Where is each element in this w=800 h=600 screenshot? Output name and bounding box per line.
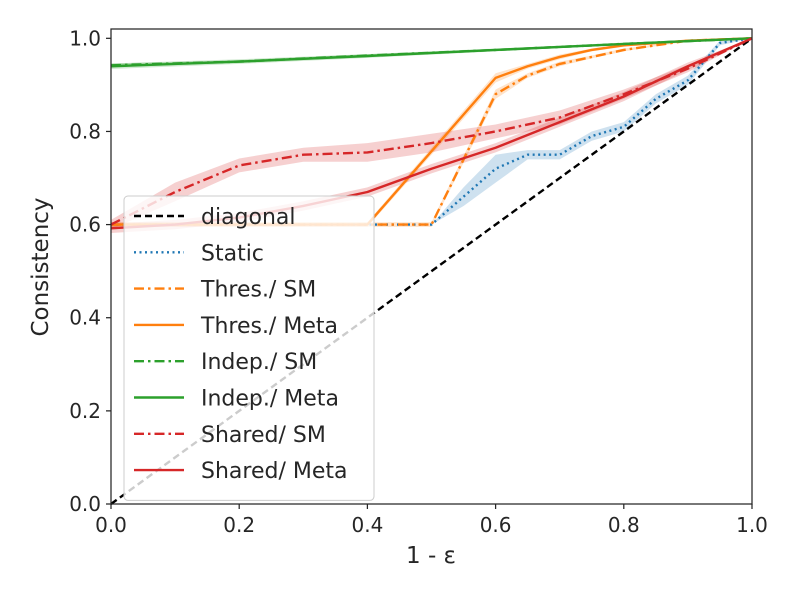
y-tick-label: 1.0 — [69, 26, 101, 50]
y-axis-ticks: 0.0 0.2 0.4 0.6 0.8 1.0 — [69, 26, 111, 516]
x-tick-label: 0.0 — [95, 513, 127, 537]
y-tick-label: 0.4 — [69, 306, 101, 330]
plot-frame — [110, 28, 753, 505]
x-tick-label: 1.0 — [736, 513, 768, 537]
series-line-static — [111, 37, 753, 226]
band-shared-sm — [111, 38, 752, 230]
legend-box — [123, 195, 375, 501]
y-tick-label: 0.8 — [69, 119, 101, 143]
legend-label-static: Static — [201, 241, 264, 266]
x-tick-label: 0.6 — [480, 513, 512, 537]
y-tick-label: 0.0 — [69, 492, 101, 516]
y-axis-label: Consistency — [28, 197, 54, 336]
x-tick-label: 0.4 — [351, 513, 383, 537]
y-tick-label: 0.6 — [69, 213, 101, 237]
x-axis-label: 1 - ε — [406, 543, 456, 569]
x-tick-label: 0.8 — [608, 513, 640, 537]
legend-label-thres-sm: Thres./ SM — [200, 278, 316, 303]
x-axis-ticks: 0.0 0.2 0.4 0.6 0.8 1.0 — [95, 504, 768, 537]
legend-label-indep-meta: Indep./ Meta — [201, 387, 339, 412]
x-tick-label: 0.2 — [223, 513, 255, 537]
legend-label-shared-meta: Shared/ Meta — [201, 459, 347, 484]
legend-label-thres-meta: Thres./ Meta — [200, 314, 338, 339]
legend-label-shared-sm: Shared/ SM — [201, 423, 326, 448]
legend-label-indep-sm: Indep./ SM — [201, 350, 317, 375]
y-tick-label: 0.2 — [69, 399, 101, 423]
series-line-indep-meta — [110, 37, 753, 68]
legend-label-diagonal: diagonal — [201, 205, 296, 230]
legend: diagonal Static Thres./ SM Thres./ Meta Inde… — [123, 195, 375, 501]
